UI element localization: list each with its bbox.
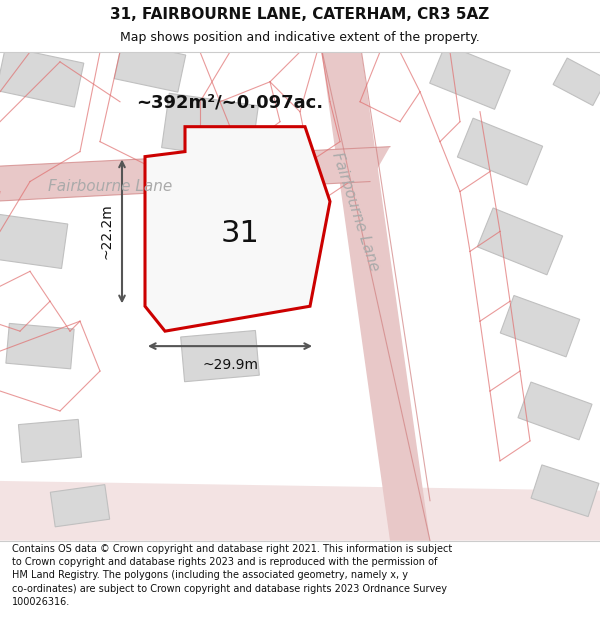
Text: ~22.2m: ~22.2m: [100, 204, 114, 259]
Bar: [114, 41, 186, 92]
Polygon shape: [0, 147, 390, 201]
Bar: [0, 47, 84, 107]
Polygon shape: [145, 127, 330, 331]
Text: 31, FAIRBOURNE LANE, CATERHAM, CR3 5AZ: 31, FAIRBOURNE LANE, CATERHAM, CR3 5AZ: [110, 7, 490, 22]
Bar: [6, 323, 74, 369]
Text: Fairbourne Lane: Fairbourne Lane: [329, 150, 382, 273]
Text: Contains OS data © Crown copyright and database right 2021. This information is : Contains OS data © Crown copyright and d…: [12, 544, 452, 607]
Text: Fairbourne Lane: Fairbourne Lane: [48, 179, 172, 194]
Bar: [500, 296, 580, 357]
Text: ~29.9m: ~29.9m: [202, 358, 258, 372]
Bar: [0, 214, 68, 269]
Polygon shape: [320, 42, 430, 541]
Bar: [181, 331, 259, 382]
Bar: [180, 208, 280, 276]
Bar: [161, 93, 259, 160]
Bar: [430, 44, 511, 109]
Text: 31: 31: [221, 219, 259, 248]
Bar: [478, 208, 563, 275]
Bar: [518, 382, 592, 440]
Text: Map shows position and indicative extent of the property.: Map shows position and indicative extent…: [120, 31, 480, 44]
Bar: [19, 419, 82, 462]
Bar: [553, 58, 600, 106]
Polygon shape: [0, 481, 600, 541]
Bar: [50, 484, 110, 527]
Text: ~392m²/~0.097ac.: ~392m²/~0.097ac.: [136, 94, 323, 112]
Bar: [531, 465, 599, 517]
Bar: [457, 118, 542, 185]
